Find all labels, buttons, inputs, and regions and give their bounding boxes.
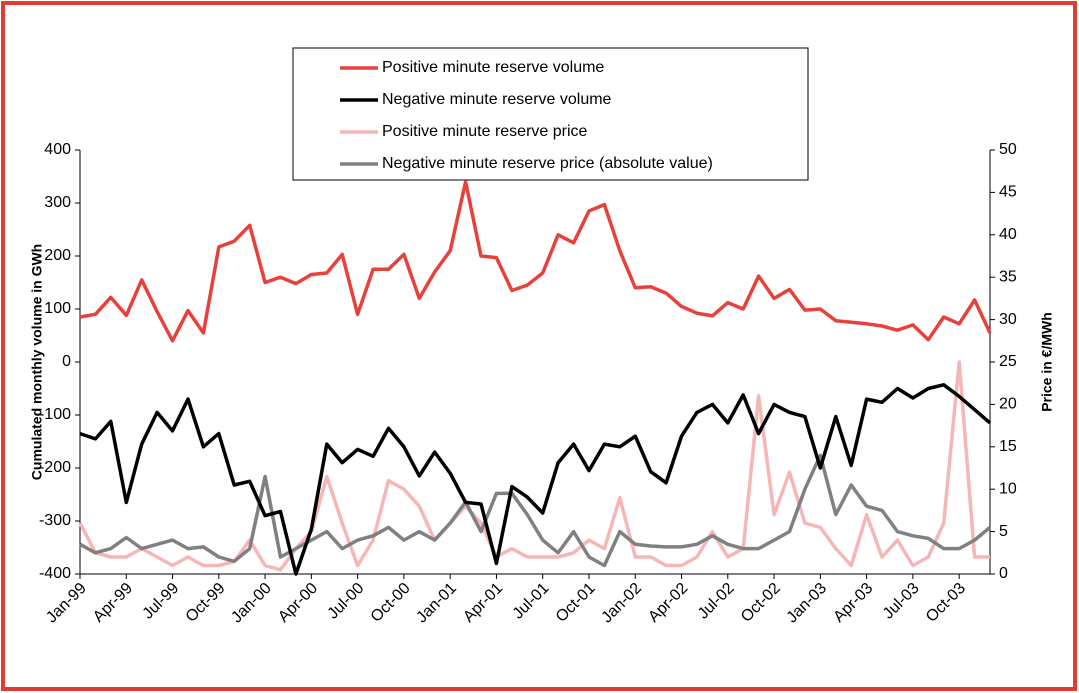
x-tick-label: Jul-01	[510, 580, 553, 623]
x-tick-label: Jul-00	[325, 580, 368, 623]
legend-label: Positive minute reserve volume	[382, 59, 604, 76]
y2-tick-label: 10	[999, 480, 1017, 497]
x-tick-label: Jul-99	[140, 580, 183, 623]
x-tick-label: Apr-02	[645, 580, 691, 626]
y2-tick-label: 45	[999, 184, 1017, 201]
legend-label: Negative minute reserve price (absolute …	[382, 155, 713, 172]
x-tick-label: Oct-03	[923, 580, 969, 626]
x-tick-label: Apr-99	[90, 580, 136, 626]
y-tick-label: 400	[44, 141, 71, 158]
x-tick-label: Jan-03	[784, 580, 831, 627]
series-line	[79, 383, 992, 576]
x-tick-label: Jul-02	[695, 580, 738, 623]
legend-box	[292, 47, 809, 181]
x-tick-label: Jan-00	[228, 580, 275, 627]
y-tick-label: 200	[44, 247, 71, 264]
x-tick-label: Apr-03	[830, 580, 876, 626]
y2-tick-label: 25	[999, 353, 1017, 370]
y-tick-label: -200	[39, 459, 71, 476]
series-line	[78, 360, 990, 572]
y-axis-title: Cumulated monthly volume in GWh	[29, 244, 45, 480]
y-tick-label: -400	[39, 565, 71, 582]
y2-tick-label: 40	[999, 226, 1017, 243]
y-tick-label: -100	[39, 406, 71, 423]
y-tick-label: -300	[39, 512, 71, 529]
series-line	[79, 180, 992, 343]
x-tick-label: Apr-00	[275, 580, 321, 626]
series-line	[79, 453, 992, 568]
x-tick-label: Jul-03	[880, 580, 923, 623]
y2-tick-label: 20	[999, 396, 1017, 413]
y2-tick-label: 50	[999, 141, 1017, 158]
x-tick-label: Apr-01	[460, 580, 506, 626]
legend-label: Negative minute reserve volume	[382, 91, 612, 108]
x-tick-label: Oct-02	[738, 580, 784, 626]
x-tick-label: Jan-99	[43, 580, 90, 627]
x-tick-label: Oct-01	[553, 580, 599, 626]
x-tick-label: Oct-00	[368, 580, 414, 626]
y2-tick-label: 0	[999, 565, 1008, 582]
y-tick-label: 300	[44, 194, 71, 211]
y2-tick-label: 35	[999, 268, 1017, 285]
y-tick-label: 100	[44, 300, 71, 317]
x-tick-label: Jan-01	[413, 580, 460, 627]
y2-tick-label: 15	[999, 438, 1017, 455]
x-tick-label: Oct-99	[183, 580, 229, 626]
y2-axis-title: Price in €/MWh	[1039, 312, 1055, 412]
y2-tick-label: 30	[999, 311, 1017, 328]
y2-tick-label: 5	[999, 523, 1008, 540]
y-tick-label: 0	[62, 353, 71, 370]
legend-label: Positive minute reserve price	[382, 123, 588, 140]
x-tick-label: Jan-02	[598, 580, 645, 627]
